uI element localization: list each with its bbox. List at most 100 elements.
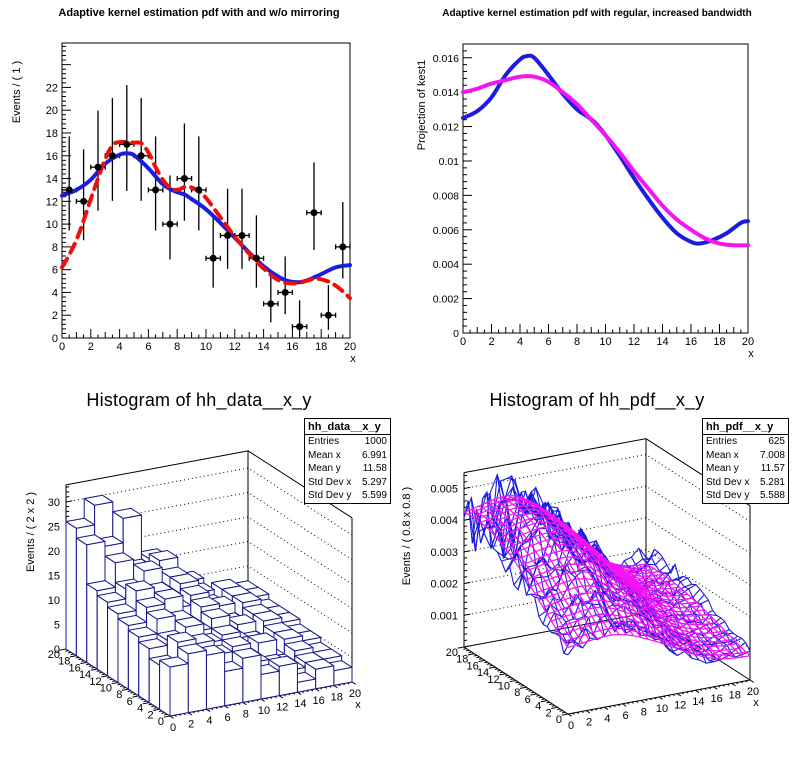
z-axis-tick-label: 30 [48, 497, 60, 509]
z-axis-tick-label: 0.005 [430, 484, 458, 496]
y-axis-tick [484, 661, 488, 664]
mesh-line-magenta [542, 592, 726, 634]
y-axis-tick-label: 10 [46, 219, 58, 231]
mesh-line-magenta [485, 502, 591, 642]
x-axis-tick [726, 683, 730, 686]
lego-bar-face [117, 618, 129, 690]
lego-bar-face [65, 517, 96, 529]
x-axis-tick [649, 698, 652, 701]
z-axis-tick [65, 500, 73, 503]
mesh-line-magenta [513, 544, 697, 605]
x-axis-tick [736, 682, 739, 685]
y-axis-tick [515, 681, 519, 684]
y-axis-tick [163, 715, 171, 718]
stats-row-label: Entries [706, 436, 738, 447]
y-axis-tick-label: 12 [487, 674, 499, 686]
x-axis-tick [585, 710, 591, 714]
y-axis-tick [562, 711, 566, 714]
mesh-line-magenta [572, 535, 678, 650]
z-axis-tick [463, 581, 471, 585]
pad3-title: Histogram of hh_data__x_y [86, 390, 312, 410]
x-axis-tick-label: 16 [685, 336, 697, 348]
stats-box-hh-pdf: hh_pdf__x_y Entries 625 Mean x 7.008 Mean y 1… [702, 418, 789, 504]
y-axis-tick [476, 656, 480, 659]
lego-bar-face [166, 631, 197, 643]
mesh-line-blue [638, 547, 744, 655]
z-axis-title: Events / ( 2 x 2 ) [25, 492, 37, 572]
lego-bar-face [179, 584, 210, 596]
lego-bar-face [104, 552, 135, 564]
stats-row-value: 5.588 [759, 490, 785, 502]
lego-bar-face [127, 626, 158, 638]
x-axis-tick-label: 20 [349, 688, 361, 700]
z-axis-tick-label: 0 [54, 644, 60, 656]
y-axis-tick [509, 680, 517, 683]
y-axis-tick-label: 0 [52, 333, 58, 345]
lego-bar-face [260, 670, 280, 700]
y-axis-tick-label: 8 [514, 687, 520, 699]
mesh-line-magenta [517, 550, 701, 609]
z-axis-tick-label: 10 [48, 595, 60, 607]
x-axis-tick-label: 4 [604, 713, 610, 725]
curve-solid [461, 74, 750, 248]
z-axis-tick-label: 0.003 [430, 547, 458, 559]
stats-title: hh_pdf__x_y [703, 419, 788, 435]
mesh-line-magenta [565, 528, 671, 647]
x-axis-tick-label: 16 [312, 695, 324, 707]
y-axis-tick [556, 708, 561, 711]
mesh-line-magenta [551, 515, 656, 642]
x-axis-tick-label: 8 [174, 341, 180, 353]
y-axis-tick-label: 0.01 [439, 156, 460, 168]
mesh-line-magenta [567, 633, 751, 660]
z-axis-tick [463, 613, 471, 616]
stats-row-label: Std Dev x [706, 476, 750, 488]
lego-bar-face [211, 624, 241, 636]
data-point-marker [224, 231, 232, 239]
stats-box-hh-data: hh_data__x_y Entries 1000 Mean x 6.991 Mean … [304, 418, 391, 504]
z-axis-tick [463, 531, 468, 534]
stats-row-value: 5.297 [361, 476, 387, 488]
stats-row-value: 11.57 [760, 463, 785, 475]
mesh-line-magenta [526, 563, 709, 617]
stats-row-value: 6.991 [361, 449, 387, 461]
lego-bar-face [177, 643, 207, 655]
lego-bar-face [273, 628, 304, 640]
lego-bar-face [247, 632, 278, 644]
lego-bar-face [242, 654, 262, 703]
lego-bar-face [174, 616, 205, 628]
y-axis-tick-label: 14 [477, 667, 489, 679]
lego-bar-face [304, 658, 335, 670]
y-axis-tick [468, 651, 472, 654]
x-axis-tick [676, 693, 682, 697]
lego-bar-face [83, 494, 114, 506]
x-axis-tick [722, 684, 725, 687]
z-axis-tick-label: 0.004 [430, 515, 458, 527]
mesh-line-magenta [478, 505, 584, 644]
lego-bar-face [138, 638, 168, 650]
z-axis-tick [463, 538, 468, 540]
lego-bar-face [112, 507, 142, 519]
mesh-line-magenta [645, 563, 751, 657]
y-axis-tick [486, 663, 491, 665]
y-axis-tick [478, 659, 485, 663]
x-axis-tick [631, 701, 634, 704]
stats-row: Mean x 7.008 [703, 449, 788, 463]
data-point-marker [252, 254, 260, 262]
x-axis-tick-label: 18 [315, 341, 327, 353]
mesh-line-magenta [514, 495, 620, 635]
mesh-line-magenta [500, 496, 605, 637]
y-axis-tick [551, 705, 556, 707]
z-axis-tick [463, 569, 468, 572]
x-axis-tick [740, 681, 743, 684]
z-axis-tick [463, 645, 471, 648]
y-axis-tick [530, 693, 537, 696]
z-axis-tick [463, 518, 471, 521]
mesh-line-magenta [551, 606, 734, 643]
y-axis-tick [525, 688, 530, 690]
lego-bar-face [252, 610, 283, 622]
z-axis-tick [463, 563, 468, 566]
y-axis-tick-label: 16 [69, 662, 81, 674]
x-axis-tick-label: 16 [710, 693, 722, 705]
y-axis-tick-label: 2 [147, 709, 153, 721]
lego-bar-face [146, 608, 176, 620]
